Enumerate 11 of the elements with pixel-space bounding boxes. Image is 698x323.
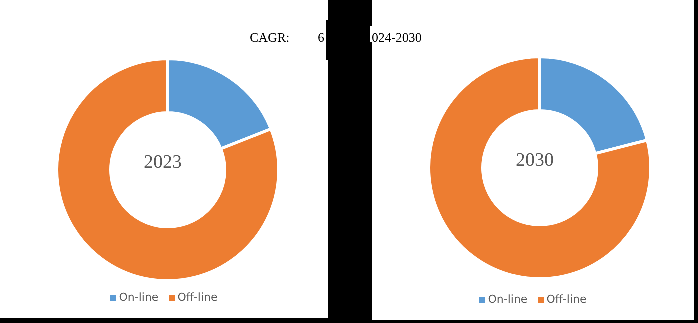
text: 2023 (143, 152, 183, 174)
text: 2030 (515, 150, 555, 172)
text: CAGR: (250, 30, 290, 46)
text: 024-2030 (372, 30, 422, 46)
legend-label: Off-line (176, 291, 218, 304)
donut-slice (428, 56, 652, 280)
legend-label: On-line (118, 291, 159, 304)
text: 6 (318, 30, 324, 46)
donut-slice (56, 58, 280, 282)
legend-label: On-line (487, 293, 528, 306)
legend-label: Off-line (546, 293, 587, 306)
